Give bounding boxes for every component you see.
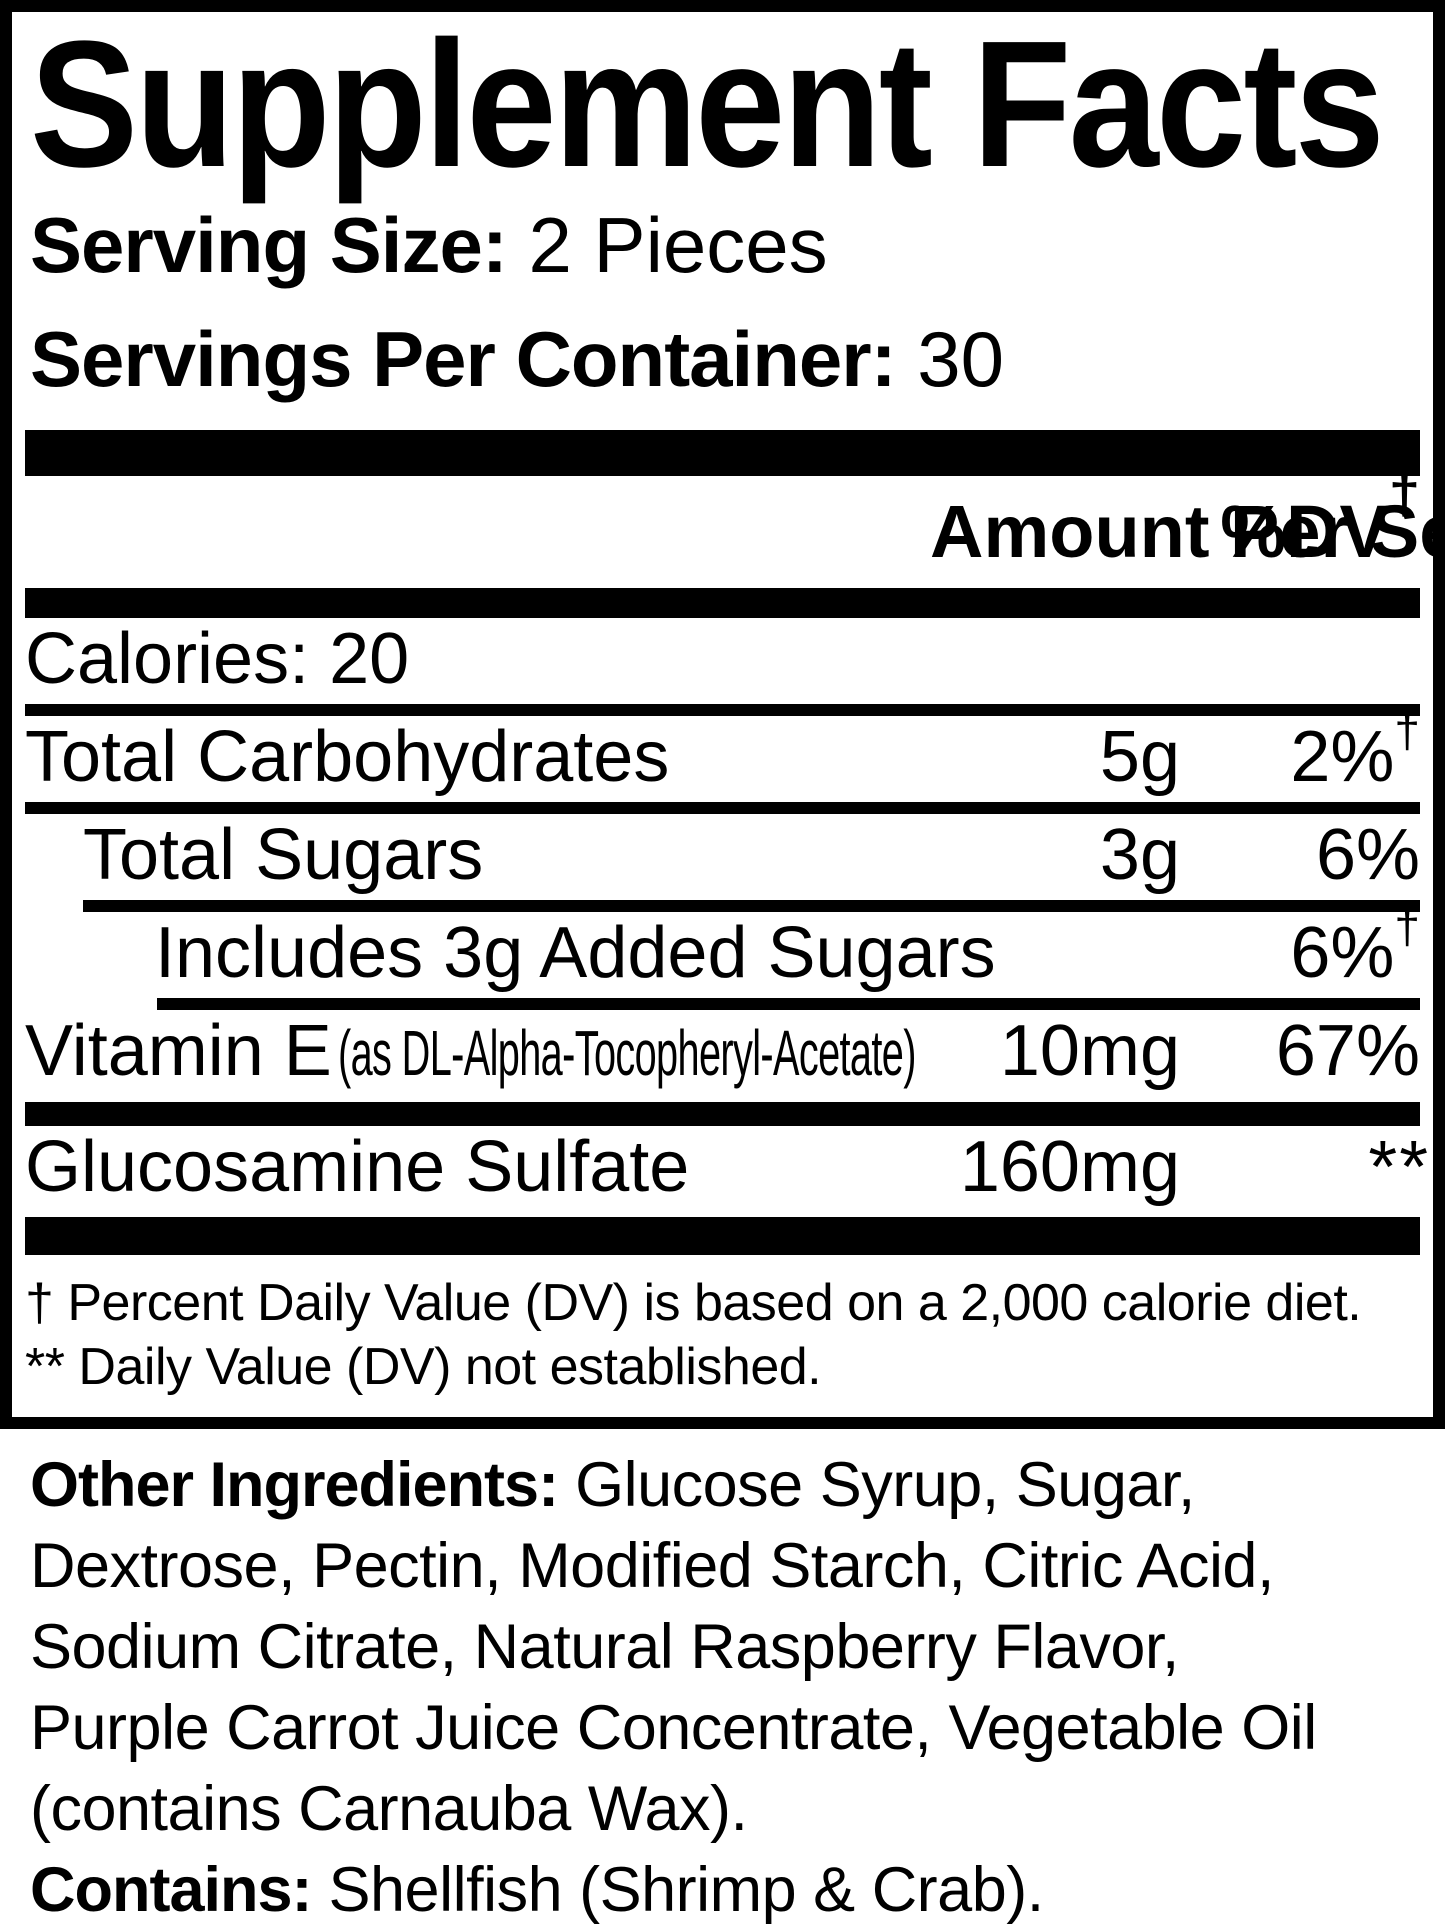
other-ingredients-line: Sodium Citrate, Natural Raspberry Flavor… — [30, 1612, 1179, 1682]
row-dv: 6%† — [1180, 904, 1420, 994]
serving-size-value: 2 Pieces — [528, 201, 828, 289]
other-ingredients-line: Other Ingredients: Glucose Syrup, Sugar, — [30, 1445, 1445, 1526]
row-name: Calories: 20 — [25, 619, 410, 699]
separator-bar-thick — [25, 430, 1420, 476]
other-ingredients-line: Purple Carrot Juice Concentrate, Vegetab… — [30, 1693, 1317, 1763]
table-row-added-sugars: Includes 3g Added Sugars 6%† — [25, 904, 1420, 994]
servings-per-container-label: Servings Per Container: — [30, 315, 897, 403]
other-ingredients-label: Other Ingredients: — [30, 1450, 559, 1520]
table-row-glucosamine-sulfate: Glucosamine Sulfate 160mg ** — [25, 1126, 1428, 1209]
row-name: Total Sugars — [83, 815, 484, 895]
row-amount — [930, 912, 1180, 994]
row-name: Glucosamine Sulfate — [25, 1127, 690, 1207]
row-dv-value: 2% — [1290, 717, 1395, 797]
header-spacer — [25, 476, 930, 588]
other-ingredients-section: Other Ingredients: Glucose Syrup, Sugar,… — [30, 1445, 1445, 1931]
header-amount-per-serving: Amount Per Serving — [930, 490, 1445, 573]
other-ingredients-text: Glucose Syrup, Sugar, — [575, 1450, 1195, 1520]
row-dv: 67% — [1275, 1011, 1420, 1091]
servings-per-container-value: 30 — [917, 315, 1005, 403]
header-percent-dv: %DV† — [1180, 466, 1420, 588]
serving-size-line: Serving Size: 2 Pieces — [30, 192, 1420, 298]
row-amount: 160mg — [959, 1127, 1180, 1207]
divider-rule — [83, 900, 1420, 912]
row-name-note: (as DL-Alpha-Tocopheryl-Acetate) — [337, 1017, 916, 1089]
table-row-vitamin-e: Vitamin E(as DL-Alpha-Tocopheryl-Acetate… — [25, 1010, 1420, 1094]
row-dv: ** — [1180, 1126, 1428, 1209]
row-name: Total Carbohydrates — [25, 717, 670, 797]
footnote-percent-dv: † Percent Daily Value (DV) is based on a… — [25, 1274, 1362, 1332]
table-header: Amount Per Serving %DV† — [25, 466, 1445, 588]
divider-rule — [157, 998, 1420, 1010]
row-dv: 6% — [1315, 815, 1420, 895]
contains-label: Contains: — [30, 1855, 312, 1925]
other-ingredients-line: Dextrose, Pectin, Modified Starch, Citri… — [30, 1531, 1274, 1601]
row-amount — [930, 618, 1180, 700]
table-row-calories: Calories: 20 — [25, 618, 1420, 700]
dagger-symbol: † — [1394, 705, 1420, 757]
dagger-symbol: † — [1394, 901, 1420, 953]
row-dv — [1180, 618, 1420, 700]
header-percent-dv-text: %DV — [1220, 490, 1389, 573]
supplement-facts-panel: Supplement Facts Serving Size: 2 Pieces … — [0, 0, 1445, 1429]
contains-text: Shellfish (Shrimp & Crab). — [328, 1855, 1045, 1925]
row-name: Vitamin E(as DL-Alpha-Tocopheryl-Acetate… — [25, 1010, 930, 1094]
other-ingredients-line: (contains Carnauba Wax). — [30, 1774, 748, 1844]
page-title: Supplement Facts — [30, 4, 1385, 205]
serving-size-label: Serving Size: — [30, 201, 508, 289]
separator-bar-medium — [25, 588, 1420, 618]
row-amount: 5g — [1099, 717, 1180, 797]
servings-per-container-line: Servings Per Container: 30 — [30, 306, 1420, 412]
asterisks-symbol: ** — [1368, 1125, 1430, 1208]
row-name-main: Vitamin E — [25, 1011, 332, 1091]
row-name: Includes 3g Added Sugars — [155, 913, 996, 993]
separator-bar-small — [25, 1102, 1420, 1126]
divider-rule — [25, 802, 1420, 814]
row-dv-value: 6% — [1290, 913, 1395, 993]
divider-rule — [25, 704, 1420, 716]
footnote-not-established: ** Daily Value (DV) not established. — [25, 1338, 822, 1396]
row-dv: 2%† — [1180, 708, 1420, 798]
separator-bar-bottom — [25, 1217, 1420, 1255]
table-row-total-sugars: Total Sugars 3g 6% — [25, 814, 1420, 896]
dagger-symbol: † — [1388, 462, 1420, 525]
row-amount: 3g — [1099, 815, 1180, 895]
table-row-total-carbohydrates: Total Carbohydrates 5g 2%† — [25, 708, 1420, 798]
row-amount: 10mg — [999, 1011, 1180, 1091]
contains-line: Contains: Shellfish (Shrimp & Crab). — [30, 1850, 1445, 1931]
